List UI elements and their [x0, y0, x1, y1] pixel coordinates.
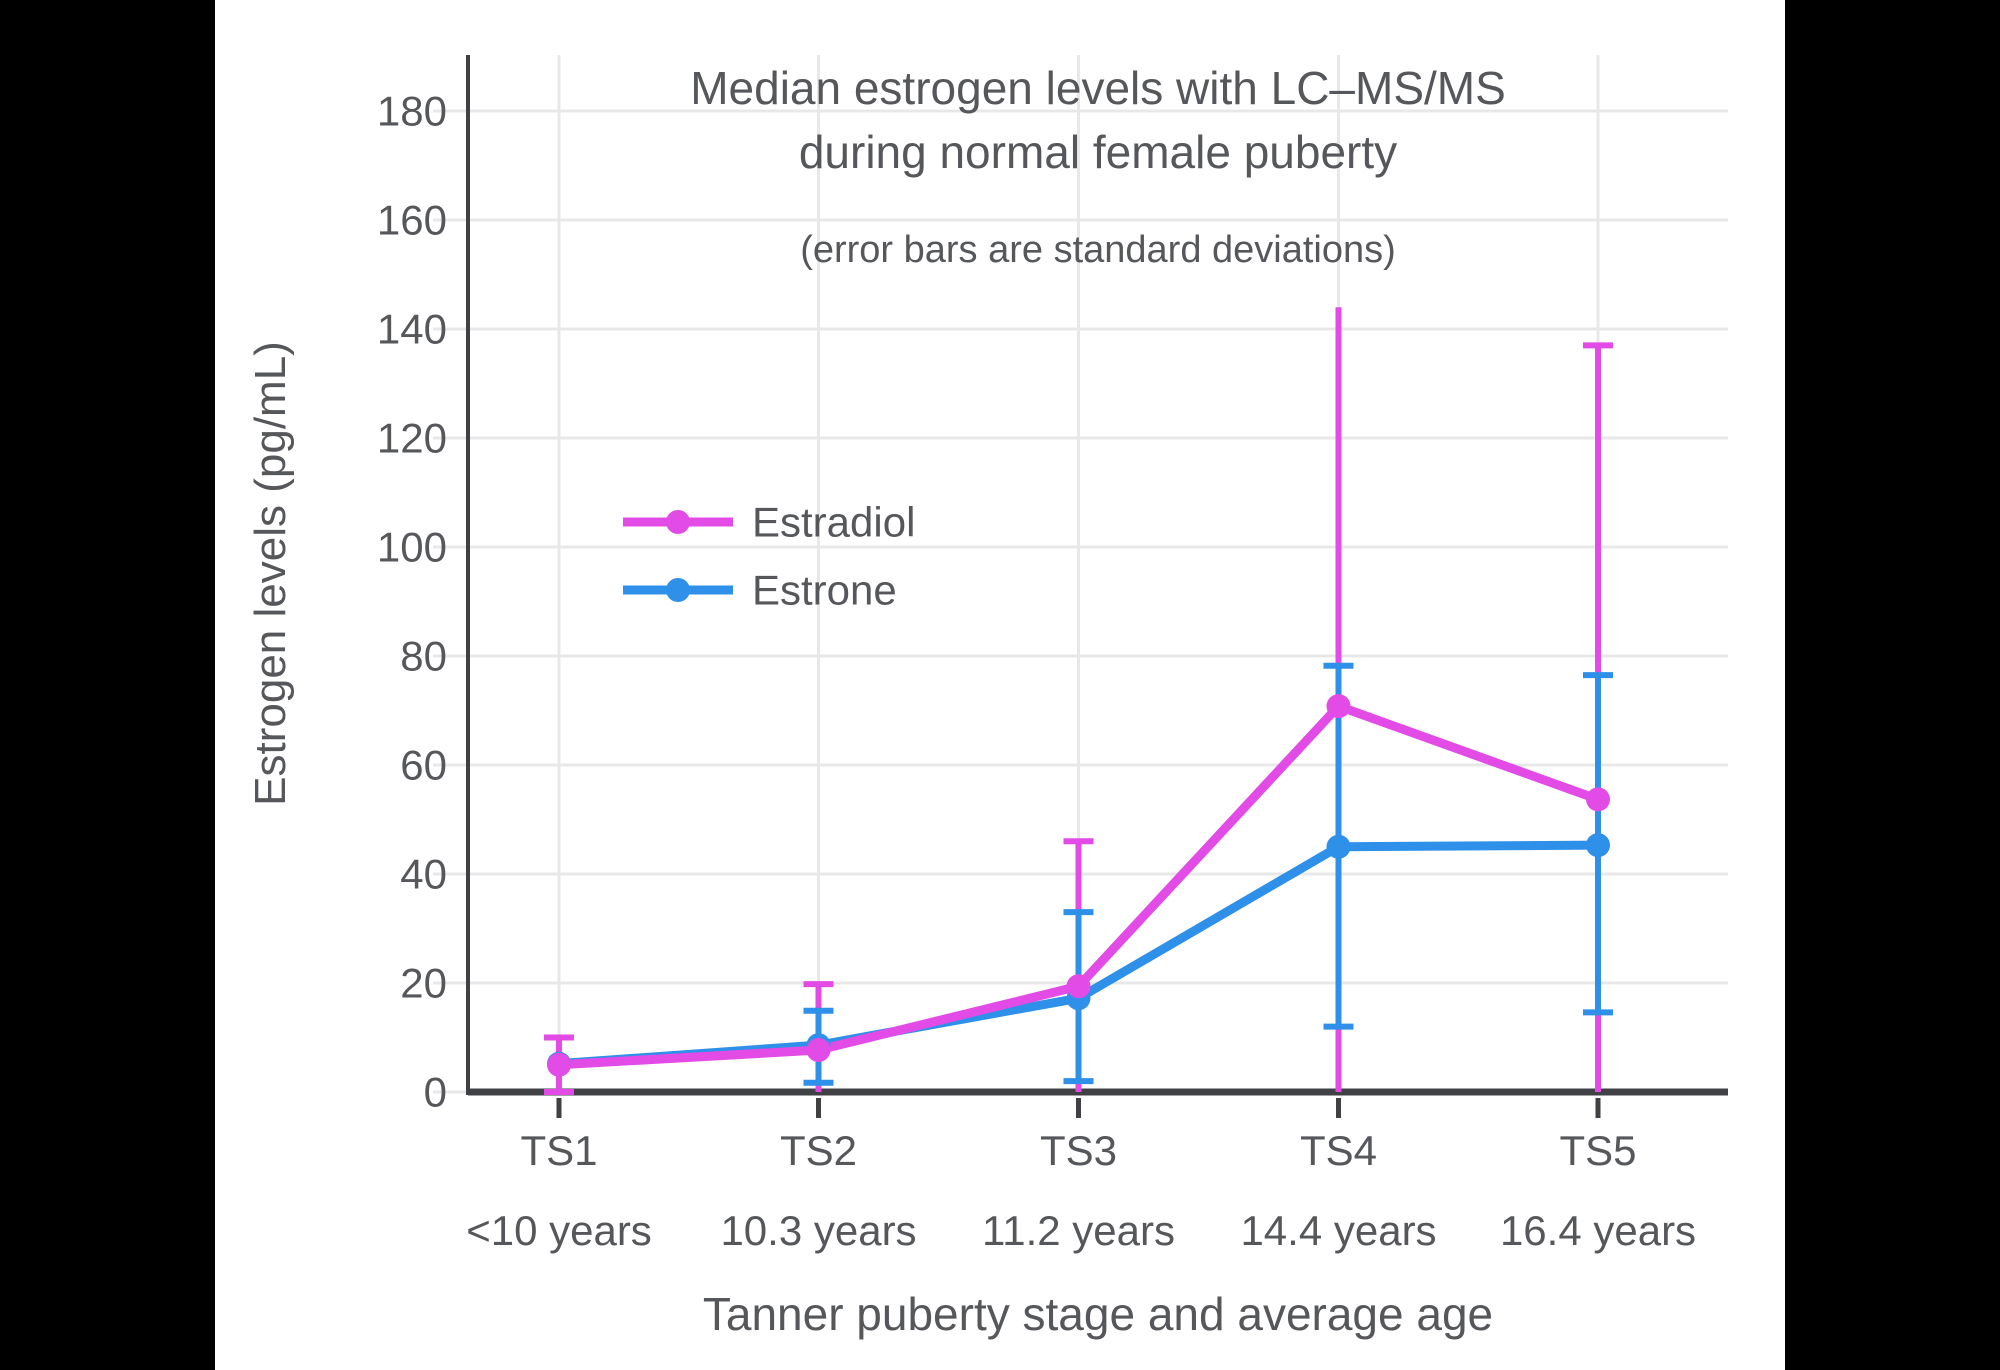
estradiol-marker — [547, 1052, 571, 1077]
x-tick-label: TS4 — [1300, 1127, 1377, 1174]
estradiol-marker — [1326, 694, 1351, 719]
y-tick-label: 0 — [424, 1069, 447, 1116]
legend-estradiol-label: Estradiol — [752, 499, 915, 546]
y-tick-label: 60 — [400, 742, 447, 789]
chart-subtitle: (error bars are standard deviations) — [800, 229, 1396, 271]
x-tick-label: TS5 — [1559, 1127, 1636, 1174]
x-axis-title: Tanner puberty stage and average age — [703, 1288, 1493, 1340]
y-tick-label: 20 — [400, 960, 447, 1007]
estrone-marker — [1326, 834, 1351, 859]
y-tick-label: 180 — [377, 88, 447, 135]
x-tick-label: TS3 — [1040, 1127, 1117, 1174]
canvas-background — [215, 0, 1785, 1370]
legend-estrone-label: Estrone — [752, 567, 897, 614]
legend-estrone-marker — [666, 578, 690, 602]
y-tick-label: 80 — [400, 633, 447, 680]
x-tick-label: TS1 — [520, 1127, 597, 1174]
legend-estradiol-marker — [666, 510, 690, 534]
estrone-marker — [1586, 833, 1610, 858]
y-axis-title: Estrogen levels (pg/mL) — [246, 341, 295, 806]
y-tick-label: 120 — [377, 415, 447, 462]
x-tick-age-label: 16.4 years — [1500, 1207, 1696, 1254]
y-tick-label: 100 — [377, 524, 447, 571]
y-tick-label: 160 — [377, 197, 447, 244]
y-tick-label: 140 — [377, 306, 447, 353]
estradiol-marker — [806, 1038, 831, 1063]
y-tick-label: 40 — [400, 851, 447, 898]
x-tick-age-label: <10 years — [466, 1207, 652, 1254]
estradiol-marker — [1066, 974, 1091, 999]
x-tick-age-label: 10.3 years — [720, 1207, 916, 1254]
chart-title-line2: during normal female puberty — [799, 126, 1397, 178]
estradiol-marker — [1586, 787, 1610, 812]
x-tick-age-label: 14.4 years — [1240, 1207, 1436, 1254]
chart-title-line1: Median estrogen levels with LC–MS/MS — [690, 62, 1506, 114]
x-tick-age-label: 11.2 years — [982, 1207, 1175, 1254]
x-tick-label: TS2 — [780, 1127, 857, 1174]
